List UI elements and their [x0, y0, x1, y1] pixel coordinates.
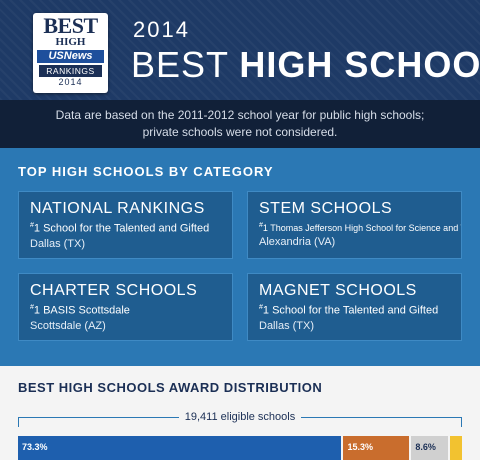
distribution-segment: 15.3%	[343, 436, 410, 460]
logo-brand-text: USNews	[37, 50, 104, 63]
rank-number: 1	[33, 304, 41, 317]
distribution-segment: 73.3%	[18, 436, 342, 460]
us-news-logo: BEST HIGH SCHOOLS USNews RANKINGS 2014	[33, 13, 108, 93]
page-title: BEST HIGH SCHOOLS	[131, 44, 480, 86]
rank-mark: #	[30, 304, 34, 311]
distribution-segment	[449, 436, 462, 460]
category-top-school: #1 Thomas Jefferson High School for Scie…	[259, 222, 461, 233]
category-card-magnet[interactable]: MAGNET SCHOOLS #1 School for the Talente…	[247, 273, 462, 341]
school-name: School for the Talented and Gifted	[43, 222, 210, 235]
eligible-schools-label: 19,411 eligible schools	[0, 411, 480, 423]
page-title-light: BEST	[131, 44, 229, 85]
logo-year-text: 2014	[58, 77, 83, 87]
logo-best-text: BEST	[43, 13, 98, 38]
category-name: STEM SCHOOLS	[259, 200, 393, 217]
rank-mark: #	[259, 304, 263, 311]
page-title-bold: HIGH SCHOOLS	[239, 44, 480, 85]
rank-mark: #	[30, 222, 34, 229]
rank-number: 1	[33, 222, 41, 235]
school-location: Alexandria (VA)	[259, 236, 336, 248]
data-note: Data are based on the 2011-2012 school y…	[0, 100, 480, 148]
category-section: TOP HIGH SCHOOLS BY CATEGORY NATIONAL RA…	[0, 148, 480, 366]
category-name: NATIONAL RANKINGS	[30, 200, 205, 217]
school-location: Scottsdale (AZ)	[30, 319, 106, 332]
school-location: Dallas (TX)	[30, 237, 86, 250]
category-top-school: #1 BASIS Scottsdale	[30, 304, 232, 317]
rank-number: 1	[262, 304, 270, 317]
school-name: Thomas Jefferson High School for Science…	[270, 223, 461, 233]
category-top-school: #1 School for the Talented and Gifted	[30, 222, 232, 235]
data-note-line-2: private schools were not considered.	[142, 125, 338, 139]
logo-rankings-text: RANKINGS	[39, 65, 102, 77]
school-name: School for the Talented and Gifted	[272, 304, 439, 317]
school-name: BASIS Scottsdale	[43, 304, 130, 317]
eligible-schools-text: 19,411 eligible schools	[178, 411, 302, 423]
category-top-school: #1 School for the Talented and Gifted	[259, 304, 461, 317]
category-name: MAGNET SCHOOLS	[259, 282, 417, 299]
rank-number: 1	[262, 223, 268, 233]
category-section-title: TOP HIGH SCHOOLS BY CATEGORY	[18, 164, 274, 179]
category-name: CHARTER SCHOOLS	[30, 282, 198, 299]
header-year: 2014	[133, 17, 190, 42]
school-location: Dallas (TX)	[259, 319, 315, 332]
rank-mark: #	[259, 222, 263, 229]
award-distribution-bar: 73.3% 15.3% 8.6%	[18, 436, 462, 460]
header-banner: BEST HIGH SCHOOLS USNews RANKINGS 2014 2…	[0, 0, 480, 100]
category-card-stem[interactable]: STEM SCHOOLS #1 Thomas Jefferson High Sc…	[247, 191, 462, 259]
data-note-line-1: Data are based on the 2011-2012 school y…	[55, 108, 425, 122]
category-card-charter[interactable]: CHARTER SCHOOLS #1 BASIS Scottsdale Scot…	[18, 273, 233, 341]
category-card-national[interactable]: NATIONAL RANKINGS #1 School for the Tale…	[18, 191, 233, 259]
distribution-segment: 8.6%	[411, 436, 448, 460]
distribution-title: BEST HIGH SCHOOLS AWARD DISTRIBUTION	[18, 380, 323, 395]
